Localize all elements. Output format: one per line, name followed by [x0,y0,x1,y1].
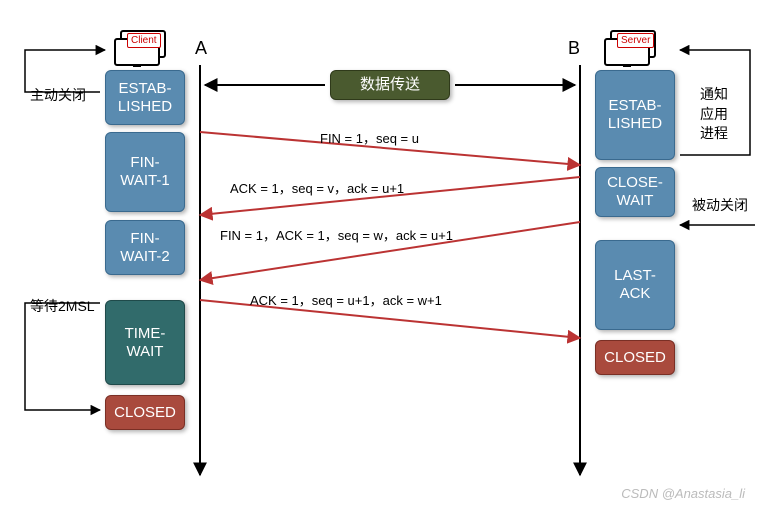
banner-text: 数据传送 [360,76,420,94]
state-c-fw1: FIN-WAIT-1 [105,132,185,212]
server-label: B [568,38,580,59]
msg-finack-text: FIN = 1，ACK = 1，seq = w，ack = u+1 [220,225,453,244]
state-s-closed: CLOSED [595,340,675,375]
active-close-label: 主动关闭 [30,85,86,105]
state-s-la: LAST-ACK [595,240,675,330]
notify-app-label: 通知应用进程 [700,85,728,144]
state-c-fw2: FIN-WAIT-2 [105,220,185,275]
client-tag: Client [127,33,161,48]
state-c-closed: CLOSED [105,395,185,430]
client-label: A [195,38,207,59]
server-icon: Server [595,25,675,65]
watermark: CSDN @Anastasia_li [621,486,745,501]
server-tag: Server [617,33,654,48]
msg-ack2-text: ACK = 1，seq = u+1，ack = w+1 [250,290,442,309]
state-c-estab: ESTAB-LISHED [105,70,185,125]
wait-2msl-label: 等待2MSL [30,296,95,316]
client-icon: Client [105,25,185,65]
msg-fin-text: FIN = 1，seq = u [320,128,419,147]
state-s-cw: CLOSE-WAIT [595,167,675,217]
msg-ack1-text: ACK = 1，seq = v，ack = u+1 [230,178,404,197]
state-c-tw: TIME-WAIT [105,300,185,385]
state-s-estab: ESTAB-LISHED [595,70,675,160]
passive-close-label: 被动关闭 [692,195,748,215]
data-transfer-banner: 数据传送 [330,70,450,100]
